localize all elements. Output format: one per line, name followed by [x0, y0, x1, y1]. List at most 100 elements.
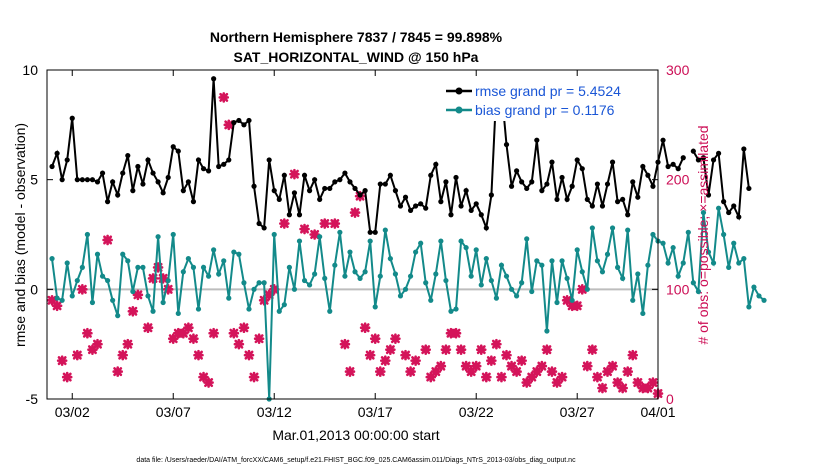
- series-bias-point-47: [286, 264, 292, 270]
- series-bias-point-137: [741, 256, 747, 262]
- obs-assimilated-marker-23: [183, 322, 194, 334]
- series-rmse-point-20: [150, 170, 156, 176]
- y2-tick-label-3: 300: [666, 62, 690, 78]
- series-rmse-point-67: [387, 172, 393, 178]
- obs-assimilated-marker-60: [420, 344, 432, 355]
- series-rmse-point-106: [584, 196, 590, 203]
- series-rmse-point-4: [69, 115, 75, 121]
- series-rmse-point-112: [615, 199, 621, 205]
- y-tick-label-2: 5: [30, 172, 38, 188]
- obs-assimilated-marker-93: [587, 344, 598, 355]
- obs-assimilated-marker-75: [496, 371, 507, 383]
- obs-assimilated-marker-97: [607, 360, 618, 372]
- y2-tick-label-2: 200: [666, 172, 690, 188]
- obs-assimilated-marker-36: [253, 333, 265, 344]
- obs-assimilated-marker-80: [521, 377, 533, 388]
- series-rmse-point-73: [418, 201, 424, 207]
- series-rmse-point-27: [185, 179, 191, 185]
- series-rmse-point-84: [473, 201, 479, 207]
- series-rmse-point-81: [458, 203, 464, 209]
- series-bias-point-61: [357, 275, 363, 281]
- series-bias-point-130: [705, 249, 712, 255]
- series-bias-point-92: [514, 293, 520, 299]
- series-bias-point-9: [94, 251, 101, 257]
- obs-assimilated-marker-25: [193, 349, 204, 361]
- series-bias-point-54: [322, 275, 328, 281]
- series-rmse-point-38: [241, 122, 247, 128]
- series-bias-point-123: [670, 245, 676, 251]
- series-bias-point-119: [650, 231, 656, 238]
- obs-assimilated-marker-64: [440, 344, 452, 355]
- obs-assimilated-marker-85: [546, 366, 558, 377]
- series-rmse-point-60: [352, 185, 358, 192]
- obs-assimilated-marker-100: [622, 366, 634, 377]
- obs-assimilated-marker-53: [374, 366, 386, 377]
- series-bias-point-15: [125, 258, 131, 264]
- obs-assimilated-marker-70: [470, 360, 482, 372]
- series-bias-point-5: [74, 277, 80, 284]
- series-bias-point-131: [710, 260, 717, 266]
- series-rmse-point-26: [180, 188, 186, 194]
- series-rmse-point-10: [99, 170, 106, 176]
- obs-assimilated-marker-101: [627, 349, 639, 361]
- obs-assimilated-marker-3: [61, 371, 73, 383]
- obs-assimilated-marker-31: [228, 327, 240, 339]
- obs-assimilated-marker-9: [102, 234, 113, 246]
- x-tick-label-1: 03/07: [156, 404, 191, 420]
- series-bias-point-35: [226, 295, 232, 301]
- series-rmse-point-62: [362, 188, 368, 194]
- series-rmse-point-110: [604, 181, 611, 187]
- series-bias-point-101: [559, 258, 565, 264]
- series-bias-point-20: [150, 308, 156, 314]
- series-rmse-point-70: [402, 194, 409, 200]
- chart-subtitle: SAT_HORIZONTAL_WIND @ 150 hPa: [234, 49, 479, 65]
- series-rmse-point-136: [736, 214, 742, 220]
- series-rmse-point-29: [195, 157, 202, 163]
- series-bias-point-121: [660, 240, 666, 246]
- series-rmse-point-40: [251, 183, 257, 189]
- series-bias-point-115: [630, 297, 636, 303]
- series-rmse-point-92: [514, 168, 520, 174]
- series-bias-point-27: [185, 256, 191, 262]
- y2-tick-label-1: 100: [666, 281, 690, 297]
- obs-assimilated-marker-6: [82, 327, 93, 339]
- obs-assimilated-marker-69: [465, 366, 477, 377]
- series-bias-point-69: [397, 293, 404, 299]
- obs-assimilated-marker-0: [46, 295, 58, 306]
- obs-assimilated-marker-32: [233, 338, 245, 350]
- series-bias-point-141: [761, 297, 767, 303]
- series-rmse-point-134: [726, 209, 732, 216]
- legend-box: [442, 81, 656, 121]
- series-bias-point-136: [736, 260, 742, 266]
- obs-assimilated-marker-2: [56, 355, 68, 366]
- series-rmse-point-36: [231, 120, 237, 126]
- series-bias-point-116: [635, 271, 641, 277]
- obs-assimilated-marker-39: [268, 284, 280, 295]
- series-rmse-point-97: [539, 188, 545, 194]
- series-rmse-point-105: [579, 166, 585, 172]
- obs-assimilated-marker-50: [359, 322, 371, 334]
- series-rmse-point-135: [731, 203, 737, 209]
- obs-assimilated-marker-99: [617, 382, 628, 394]
- series-bias-point-62: [362, 269, 368, 275]
- series-bias-point-18: [140, 264, 146, 270]
- series-bias-point-10: [99, 273, 106, 279]
- series-rmse-point-46: [281, 172, 287, 178]
- series-rmse-point-114: [625, 212, 631, 218]
- series-bias-point-81: [458, 238, 464, 244]
- series-rmse-point-6: [79, 177, 85, 183]
- obs-assimilated-marker-92: [582, 360, 593, 372]
- series-bias-point-48: [291, 286, 298, 292]
- series-bias-point-86: [483, 256, 489, 262]
- series-bias-point-59: [347, 249, 353, 255]
- obs-assimilated-marker-17: [152, 262, 164, 273]
- series-bias-point-34: [221, 258, 227, 264]
- series-rmse-point-133: [721, 199, 727, 205]
- series-rmse-point-113: [620, 196, 626, 203]
- series-rmse-point-128: [695, 157, 701, 163]
- series-bias-point-39: [246, 306, 252, 312]
- x-axis-label: Mar.01,2013 00:00:00 start: [272, 427, 439, 443]
- series-bias-point-102: [564, 275, 570, 281]
- series-rmse-point-37: [236, 117, 242, 124]
